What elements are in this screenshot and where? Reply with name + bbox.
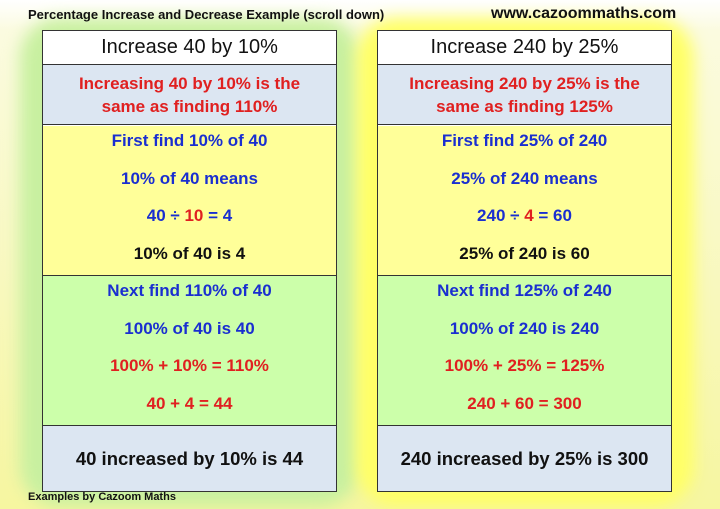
step-line: 10% of 40 is 4 [43,243,336,265]
panel-title: Increase 240 by 25% [378,31,671,65]
step-line: 25% of 240 is 60 [378,243,671,265]
line-part: Next find 110% of 40 [107,281,272,300]
example-panel: Increase 240 by 25% Increasing 240 by 25%… [377,30,672,492]
step-line: 40 ÷ 10 = 4 [43,205,336,227]
step-line: 40 + 4 = 44 [43,393,336,415]
line-part: 10% of 40 means [120,168,258,188]
line-part: = 60 [533,206,572,225]
line-part: 100% of 240 is 240 [449,318,600,338]
step-line: 25% of 240 means [378,168,671,190]
step-line: Next find 110% of 40 [43,280,336,302]
step-line: 100% of 240 is 240 [378,318,671,340]
line-part: 25% of 240 is 60 [459,243,590,263]
step-line: 10% of 40 means [43,168,336,190]
line-part: First find 10% of 40 [111,131,268,150]
header-title: Percentage Increase and Decrease Example… [28,7,385,22]
line-part: 40 + 4 = 44 [146,393,233,413]
step-line: 100% + 25% = 125% [378,355,671,377]
step-1: First find 25% of 240 25% of 240 means 240… [378,126,671,276]
line-part: 4 [524,206,534,225]
line-part: 240 + 60 = 300 [467,393,582,413]
example-panel: Increase 40 by 10% Increasing 40 by 10% i… [42,30,337,492]
footer: Examples by Cazoom Maths [28,491,176,503]
step-line: 240 + 60 = 300 [378,393,671,415]
step-2: Next find 125% of 240 100% of 240 is 240 1… [378,276,671,426]
step-line: 100% of 40 is 40 [43,318,336,340]
step-line: 100% + 10% = 110% [43,355,336,377]
step-line: First find 10% of 40 [43,130,336,152]
line-part: 100% + 10% = 110% [110,356,269,375]
step-2: Next find 110% of 40 100% of 40 is 40 100%… [43,276,336,426]
step-line: First find 25% of 240 [378,130,671,152]
line-part: 40 ÷ [146,206,185,225]
panel-intro: Increasing 40 by 10% is the same as find… [43,65,336,125]
panel-result: 240 increased by 25% is 300 [378,426,671,491]
line-part: 100% of 40 is 40 [124,318,255,338]
line-part: 100% + 25% = 125% [444,356,605,375]
step-line: 240 ÷ 4 = 60 [378,205,671,227]
line-part: 10 [184,206,204,225]
line-part: 10% of 40 is 4 [133,243,246,263]
step-1: First find 10% of 40 10% of 40 means 40 ÷ … [43,126,336,276]
line-part: = 4 [203,206,233,225]
panel-title: Increase 40 by 10% [43,31,336,65]
step-line: Next find 125% of 240 [378,280,671,302]
line-part: 25% of 240 means [451,168,598,188]
line-part: 240 ÷ [477,206,525,225]
line-part: Next find 125% of 240 [437,281,612,300]
website: www.cazoommaths.com [491,5,677,22]
panel-intro: Increasing 240 by 25% is the same as fin… [378,65,671,125]
line-part: First find 25% of 240 [441,131,608,150]
panel-result: 40 increased by 10% is 44 [43,426,336,491]
